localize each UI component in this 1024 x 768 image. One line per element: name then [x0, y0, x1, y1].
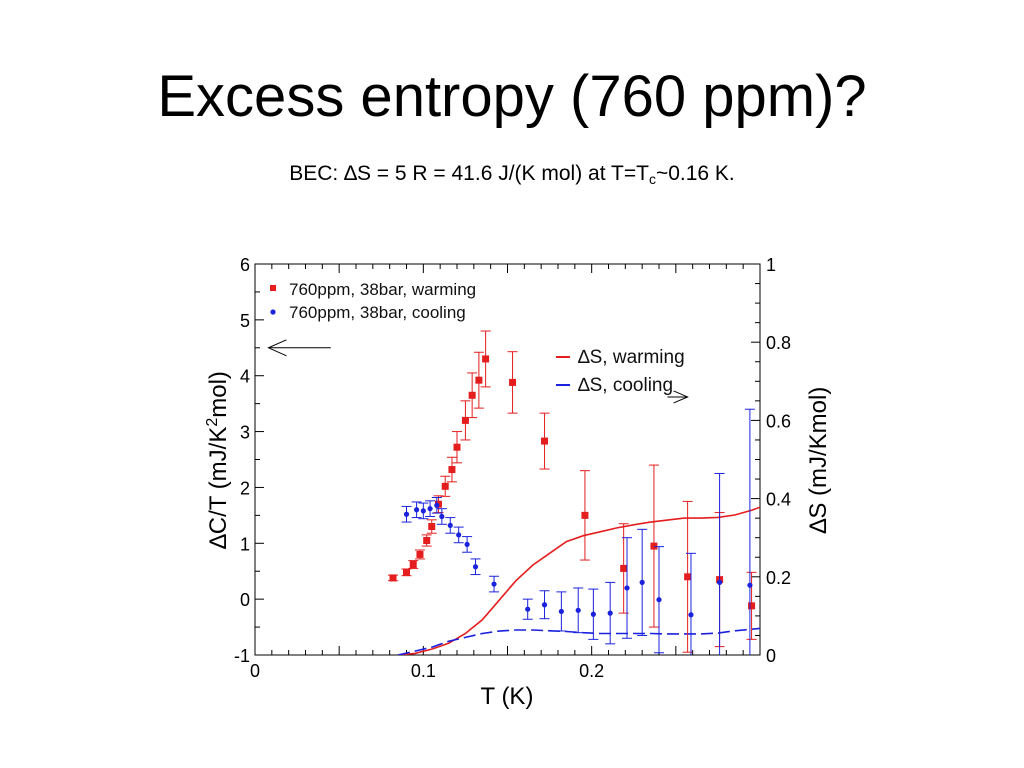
data-point-cooling	[607, 610, 613, 616]
data-point-warming	[448, 466, 456, 474]
data-point-warming	[620, 564, 628, 572]
data-point-cooling	[590, 611, 596, 617]
slide-title: Excess entropy (760 ppm)?	[157, 64, 867, 129]
y-left-label-sup: 2	[204, 418, 221, 427]
y-left-label-main: ∆C/T (mJ/K	[205, 427, 232, 549]
entropy-curves	[397, 506, 760, 655]
y-axis-label-left: ∆C/T (mJ/K2mol)	[204, 371, 232, 549]
data-point-warming	[475, 376, 483, 384]
data-point-cooling	[464, 541, 470, 548]
data-point-cooling	[541, 602, 548, 608]
data-point-warming	[684, 573, 692, 581]
data-point-cooling	[456, 532, 462, 538]
data-point-cooling	[472, 564, 479, 570]
x-tick-label: 0.2	[579, 661, 604, 681]
legend-ds-cooling-label: ∆S, cooling	[578, 375, 673, 396]
data-point-warming	[650, 542, 658, 550]
legend-warming-marker	[270, 285, 276, 291]
y-left-tick-label: 6	[240, 255, 250, 275]
data-point-warming	[509, 378, 517, 386]
data-point-cooling	[434, 502, 440, 508]
y-left-label-tail: mol)	[205, 371, 232, 418]
data-point-cooling	[639, 579, 645, 585]
data-point-warming	[403, 568, 410, 576]
y-right-tick-label: 1	[766, 255, 776, 275]
data-point-cooling	[558, 608, 564, 615]
data-point-cooling	[427, 506, 433, 512]
data-point-cooling	[717, 579, 723, 585]
data-point-warming	[441, 482, 449, 490]
data-points	[388, 330, 757, 655]
legend-cooling-marker	[270, 309, 276, 315]
x-axis-label: T (K)	[481, 683, 534, 710]
y-left-tick-label: 5	[240, 311, 250, 331]
annotation-arrows	[267, 339, 689, 404]
y-left-tick-label: 4	[240, 367, 250, 387]
arrow-right-head	[673, 390, 689, 404]
subtitle-subscript: c	[648, 171, 656, 187]
data-point-warming	[468, 391, 476, 399]
data-point-warming	[389, 574, 397, 582]
y-right-tick-label: 0	[766, 646, 776, 666]
data-point-warming	[409, 561, 417, 569]
data-point-warming	[541, 437, 549, 445]
data-point-cooling	[439, 513, 445, 520]
slide-subtitle: BEC: ∆S = 5 R = 41.6 J/(K mol) at T=Tc~0…	[0, 160, 1024, 193]
data-point-warming	[581, 511, 589, 519]
data-point-cooling	[420, 508, 426, 514]
y-left-tick-label: 2	[240, 478, 250, 498]
y-left-tick-label: -1	[234, 646, 250, 666]
legend-cooling-label: 760ppm, 38bar, cooling	[289, 303, 466, 322]
data-point-warming	[423, 536, 431, 544]
plot-frame	[254, 263, 761, 656]
data-point-cooling	[491, 581, 497, 587]
y-left-tick-label: 0	[240, 590, 250, 610]
data-point-cooling	[747, 582, 753, 588]
data-point-warming	[416, 550, 424, 558]
data-point-cooling	[525, 606, 531, 612]
data-point-cooling	[624, 585, 630, 591]
data-point-warming	[461, 416, 469, 424]
data-point-warming	[748, 602, 756, 610]
y-right-tick-label: 0.4	[766, 490, 791, 510]
data-point-cooling	[414, 507, 420, 513]
y-left-tick-label: 1	[240, 534, 250, 554]
data-point-cooling	[403, 511, 410, 517]
legend-warming-label: 760ppm, 38bar, warming	[289, 280, 476, 299]
x-tick-label: 0	[250, 661, 260, 681]
y-left-tick-label: 3	[240, 423, 250, 443]
y-axis-label-right: ∆S (mJ/Kmol)	[805, 387, 832, 534]
data-point-warming	[428, 523, 436, 531]
subtitle-main: BEC: ∆S = 5 R = 41.6 J/(K mol) at T=T	[289, 162, 649, 185]
data-point-warming	[453, 443, 461, 451]
y-right-tick-label: 0.6	[766, 411, 791, 431]
subtitle-tail: ~0.16 K.	[655, 162, 735, 185]
data-point-cooling	[688, 612, 694, 618]
entropy-line-warming	[398, 506, 760, 655]
legend-lines: ∆S, warming ∆S, cooling	[556, 347, 685, 396]
x-tick-label: 0.1	[411, 661, 436, 681]
data-point-cooling	[656, 597, 662, 603]
legend-ds-warming-label: ∆S, warming	[578, 347, 685, 368]
entropy-line-cooling	[397, 627, 760, 655]
arrow-left-head	[267, 339, 287, 357]
y-right-tick-label: 0.8	[766, 333, 791, 353]
data-point-warming	[482, 355, 490, 363]
y-right-tick-label: 0.2	[766, 568, 791, 588]
legend-markers: 760ppm, 38bar, warming 760ppm, 38bar, co…	[270, 280, 476, 322]
data-point-cooling	[447, 522, 453, 529]
data-point-cooling	[575, 607, 581, 613]
